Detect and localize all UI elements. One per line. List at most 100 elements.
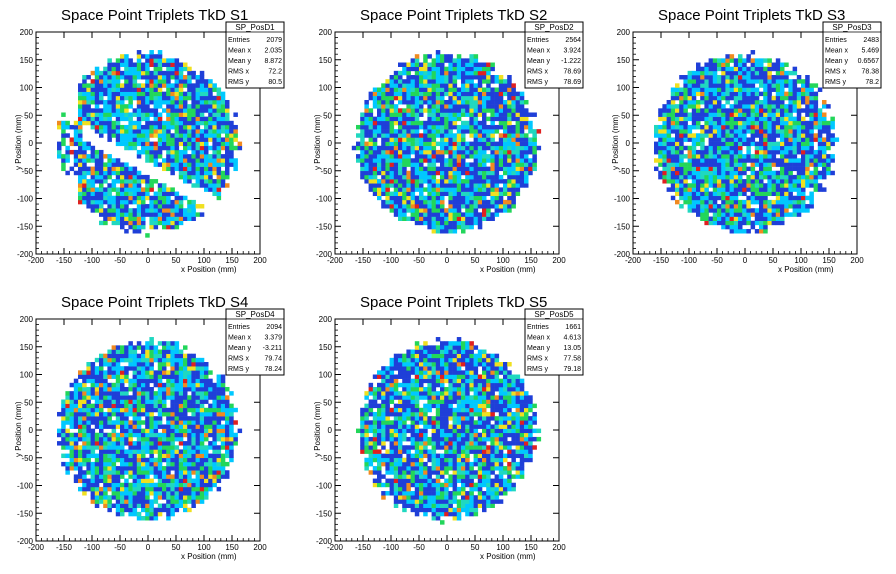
heatmap-cell (107, 362, 112, 367)
heatmap-cell (73, 436, 79, 442)
heatmap-cell (132, 478, 138, 484)
heatmap-cell (414, 154, 420, 159)
heatmap-cell (461, 62, 466, 67)
heatmap-cell (368, 120, 374, 126)
heatmap-cell (183, 166, 188, 172)
heatmap-cell (141, 195, 146, 201)
heatmap-cell (733, 162, 739, 167)
heatmap-cell (385, 170, 390, 176)
heatmap-cell (103, 378, 108, 384)
heatmap-cell (465, 95, 470, 101)
heatmap-cell (771, 162, 777, 167)
heatmap-cell (712, 108, 718, 113)
heatmap-cell (503, 137, 508, 142)
heatmap-cell (385, 195, 390, 201)
heatmap-cell (157, 195, 163, 201)
heatmap-cell (473, 191, 479, 197)
heatmap-cell (82, 432, 87, 438)
heatmap-cell (174, 191, 180, 197)
heatmap-cell (212, 137, 217, 142)
x-tick-label: -100 (681, 256, 698, 265)
heatmap-cell (94, 191, 100, 197)
heatmap-cell (679, 133, 684, 138)
heatmap-cell (120, 108, 125, 113)
heatmap-cell (759, 216, 764, 221)
heatmap-cell (763, 224, 768, 230)
y-tick-label: 150 (319, 56, 333, 65)
heatmap-cell (780, 195, 785, 201)
heatmap-cell (170, 108, 175, 113)
heatmap-cell (511, 95, 516, 101)
heatmap-cell (679, 179, 684, 184)
heatmap-cell (216, 149, 222, 155)
y-tick-label: -50 (21, 167, 33, 176)
heatmap-cell (700, 166, 705, 172)
heatmap-cell (683, 83, 688, 88)
heatmap-cell (90, 199, 96, 205)
heatmap-cell (208, 116, 213, 122)
heatmap-cell (687, 166, 693, 172)
heatmap-cell (381, 187, 386, 192)
heatmap-cell (402, 95, 407, 101)
heatmap-cell (733, 170, 739, 176)
heatmap-cell (780, 91, 785, 97)
heatmap-cell (494, 87, 500, 92)
heatmap-cell (120, 386, 125, 392)
heatmap-cell (687, 149, 693, 155)
heatmap-cell (805, 75, 810, 80)
heatmap-cell (679, 187, 684, 192)
heatmap-cell (763, 174, 768, 180)
heatmap-cell (120, 83, 125, 88)
heatmap-cell (99, 362, 104, 367)
heatmap-cell (128, 432, 133, 438)
heatmap-cell (792, 104, 798, 109)
heatmap-cell (452, 83, 458, 88)
heatmap-cell (763, 104, 768, 109)
heatmap-cell (788, 104, 793, 109)
heatmap-cell (822, 99, 827, 105)
heatmap-cell (486, 137, 491, 142)
heatmap-cell (461, 204, 466, 209)
heatmap-cell (225, 133, 230, 138)
heatmap-cell (742, 229, 747, 234)
heatmap-cell (103, 174, 108, 180)
heatmap-cell (120, 366, 125, 371)
heatmap-cell (73, 424, 79, 429)
heatmap-cell (524, 183, 529, 188)
heatmap-cell (469, 154, 474, 159)
heatmap-cell (90, 179, 96, 184)
heatmap-cell (469, 191, 474, 197)
heatmap-cell (393, 154, 399, 159)
heatmap-cell (708, 141, 714, 147)
heatmap-cell (414, 70, 420, 76)
heatmap-cell (796, 112, 802, 117)
heatmap-cell (801, 87, 806, 92)
heatmap-cell (410, 195, 416, 201)
heatmap-cell (128, 179, 133, 184)
heatmap-cell (691, 149, 697, 155)
heatmap-cell (662, 120, 667, 126)
heatmap-cell (780, 87, 785, 92)
heatmap-cell (162, 58, 167, 63)
heatmap-cell (86, 386, 91, 392)
heatmap-cell (385, 183, 390, 188)
heatmap-cell (145, 141, 150, 147)
heatmap-cell (440, 83, 445, 88)
heatmap-cell (132, 499, 138, 504)
heatmap-cell (771, 174, 777, 180)
heatmap-cell (183, 120, 188, 126)
heatmap-cell (784, 116, 789, 122)
heatmap-cell (187, 154, 192, 159)
heatmap-cell (141, 149, 146, 155)
heatmap-cell (725, 141, 730, 147)
y-tick-label: -200 (614, 250, 631, 259)
heatmap-cell (423, 166, 428, 172)
heatmap-cell (759, 170, 764, 176)
heatmap-cell (157, 95, 163, 101)
heatmap-cell (377, 133, 382, 138)
heatmap-cell (120, 382, 125, 388)
heatmap-cell (750, 212, 756, 217)
heatmap-cell (435, 208, 441, 213)
heatmap-cell (473, 83, 479, 88)
